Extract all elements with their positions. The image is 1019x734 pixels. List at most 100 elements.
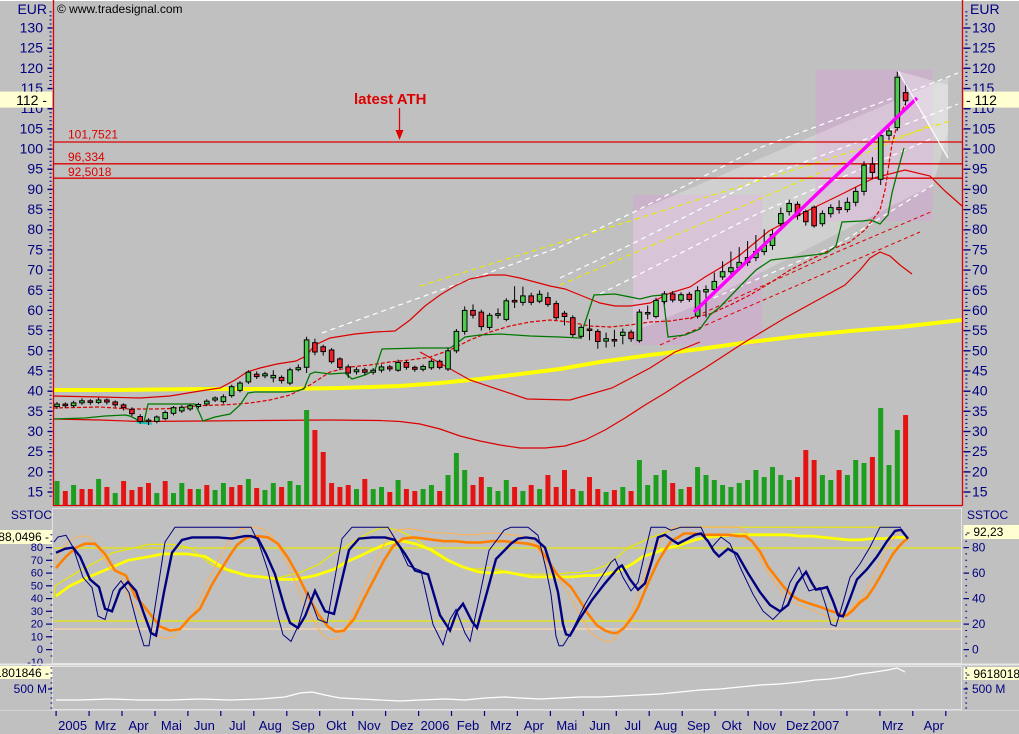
svg-text:40: 40 [31,593,43,605]
svg-text:Apr: Apr [524,718,545,733]
svg-text:35: 35 [972,403,988,419]
svg-text:125: 125 [972,40,996,56]
svg-text:80: 80 [31,542,43,554]
svg-text:0: 0 [37,644,43,656]
svg-text:45: 45 [27,363,43,379]
svg-text:Sep: Sep [292,718,315,733]
svg-text:-10: -10 [27,657,43,669]
svg-text:105: 105 [972,120,996,136]
svg-text:20: 20 [972,463,988,479]
svg-text:90: 90 [27,181,43,197]
svg-text:Mrz: Mrz [490,718,512,733]
svg-text:61801846 -: 61801846 - [0,666,49,680]
svg-text:SSTOC: SSTOC [967,508,1008,522]
svg-text:30: 30 [31,606,43,618]
svg-text:latest ATH: latest ATH [354,91,427,108]
svg-text:130: 130 [20,20,44,36]
svg-text:Jun: Jun [194,718,215,733]
svg-text:60: 60 [31,568,43,580]
svg-text:50: 50 [27,342,43,358]
svg-text:25: 25 [27,443,43,459]
svg-text:SSTOC: SSTOC [11,508,52,522]
svg-text:125: 125 [20,40,44,56]
svg-text:Nov: Nov [753,718,777,733]
svg-text:Okt: Okt [326,718,347,733]
svg-text:80: 80 [972,541,986,555]
svg-text:40: 40 [972,383,988,399]
svg-text:85: 85 [972,201,988,217]
svg-text:Feb: Feb [457,718,479,733]
svg-text:120: 120 [972,60,996,76]
svg-text:95: 95 [27,161,43,177]
svg-text:Jul: Jul [624,718,641,733]
svg-text:Apr: Apr [128,718,149,733]
svg-text:55: 55 [27,322,43,338]
svg-text:Mrz: Mrz [95,718,117,733]
svg-text:60: 60 [972,302,988,318]
svg-text:55: 55 [972,322,988,338]
svg-text:Dez: Dez [391,718,414,733]
svg-text:Dez: Dez [786,718,809,733]
svg-text:92,5018: 92,5018 [68,165,112,179]
svg-text:50: 50 [31,580,43,592]
svg-text:45: 45 [972,363,988,379]
svg-text:500 M: 500 M [14,682,47,696]
svg-text:Mai: Mai [556,718,577,733]
svg-text:85: 85 [27,201,43,217]
svg-text:40: 40 [972,592,986,606]
svg-text:120: 120 [20,60,44,76]
svg-text:- 92,23: - 92,23 [966,525,1004,539]
svg-text:75: 75 [972,241,988,257]
svg-text:Jul: Jul [229,718,246,733]
svg-text:Aug: Aug [259,718,282,733]
svg-text:95: 95 [972,161,988,177]
svg-text:100: 100 [972,141,996,157]
svg-text:75: 75 [27,241,43,257]
svg-text:0: 0 [972,643,979,657]
svg-text:35: 35 [27,403,43,419]
svg-text:65: 65 [972,282,988,298]
svg-text:100: 100 [20,141,44,157]
svg-text:40: 40 [27,383,43,399]
svg-text:20: 20 [27,463,43,479]
svg-text:80: 80 [972,221,988,237]
svg-text:Aug: Aug [654,718,677,733]
svg-text:20: 20 [972,617,986,631]
svg-text:10: 10 [31,631,43,643]
svg-text:2007: 2007 [810,718,839,733]
svg-text:Jun: Jun [589,718,610,733]
svg-text:20: 20 [31,619,43,631]
svg-text:15: 15 [972,484,988,500]
svg-text:Mai: Mai [161,718,182,733]
svg-text:70: 70 [27,262,43,278]
svg-text:30: 30 [27,423,43,439]
svg-text:- 112: - 112 [966,92,997,108]
svg-text:EUR: EUR [17,1,47,17]
svg-text:112 -: 112 - [16,92,47,108]
svg-text:Sep: Sep [687,718,710,733]
svg-text:Mrz: Mrz [882,718,904,733]
svg-text:EUR: EUR [970,1,1000,17]
svg-text:130: 130 [972,20,996,36]
svg-text:500 M: 500 M [972,682,1005,696]
svg-text:2005: 2005 [58,718,87,733]
svg-text:105: 105 [20,120,44,136]
svg-text:65: 65 [27,282,43,298]
svg-text:Nov: Nov [358,718,382,733]
svg-text:70: 70 [972,262,988,278]
svg-text:60: 60 [972,566,986,580]
svg-text:30: 30 [972,423,988,439]
svg-text:70: 70 [31,555,43,567]
svg-text:Apr: Apr [924,718,945,733]
svg-text:15: 15 [27,484,43,500]
svg-text:50: 50 [972,342,988,358]
svg-text:25: 25 [972,443,988,459]
svg-text:88,0496 -: 88,0496 - [0,530,49,544]
svg-text:© www.tradesignal.com: © www.tradesignal.com [57,2,183,16]
svg-text:80: 80 [27,221,43,237]
svg-text:2006: 2006 [421,718,450,733]
svg-text:- 96180184: - 96180184 [966,667,1019,681]
svg-text:60: 60 [27,302,43,318]
svg-text:101,7521: 101,7521 [68,128,118,142]
svg-text:Okt: Okt [721,718,742,733]
